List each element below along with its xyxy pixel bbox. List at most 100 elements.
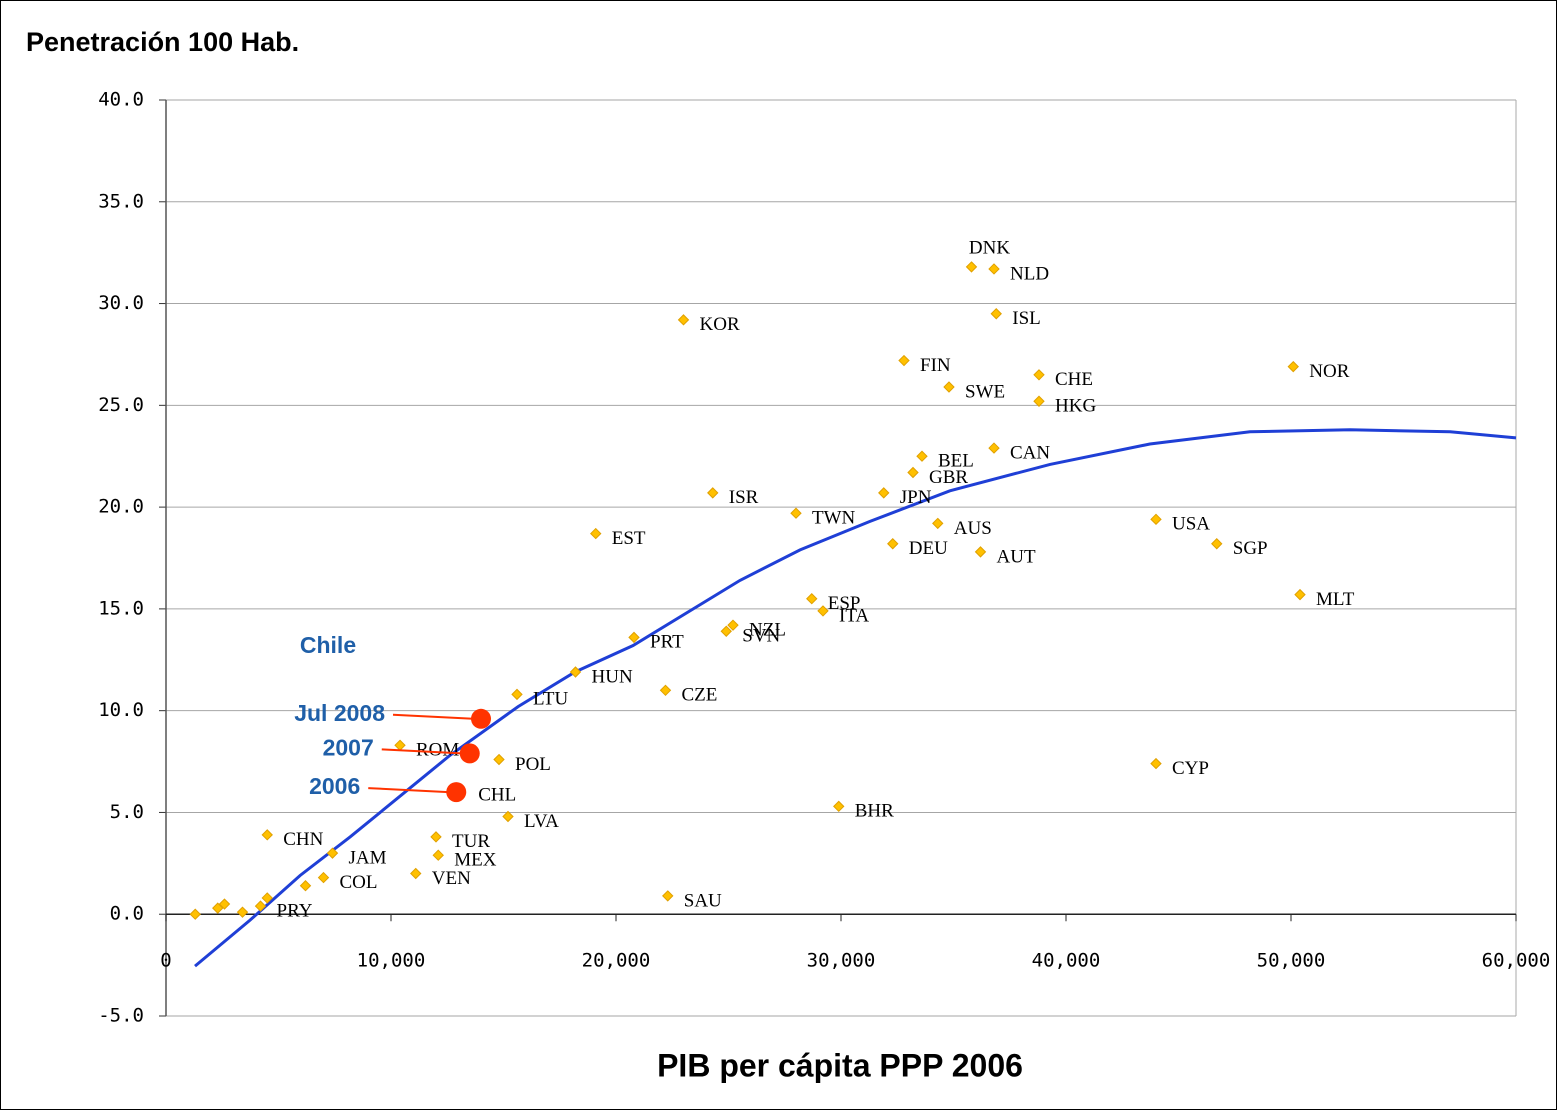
point-label: AUS <box>954 518 992 539</box>
leader-line <box>368 787 449 794</box>
data-point <box>471 708 491 729</box>
y-tick-label: 10.0 <box>98 699 144 721</box>
point-label: PRY <box>277 900 313 921</box>
data-point <box>990 308 1002 320</box>
data-point <box>974 546 987 558</box>
point-label: AUT <box>997 546 1036 567</box>
point-label: DEU <box>909 538 948 559</box>
data-point <box>189 908 201 920</box>
point-label: BEL <box>938 451 974 472</box>
point-label: VEN <box>432 868 471 889</box>
point-label: NOR <box>1309 361 1349 382</box>
data-point <box>1033 395 1045 407</box>
point-label: MLT <box>1316 589 1355 610</box>
annotation: 2007 <box>323 734 374 760</box>
point-label: CHL <box>478 784 516 805</box>
leader-line <box>392 713 474 720</box>
y-tick-label: 35.0 <box>98 190 144 212</box>
data-point <box>1150 513 1162 526</box>
data-point <box>965 261 978 273</box>
point-label: CZE <box>682 685 718 706</box>
data-point <box>707 487 719 499</box>
data-point <box>493 753 505 766</box>
data-point <box>887 538 899 550</box>
point-label: CAN <box>1010 442 1050 463</box>
data-point <box>299 880 312 892</box>
trend-line <box>194 428 1517 968</box>
point-label: TUR <box>452 831 490 852</box>
point-label: COL <box>340 872 378 893</box>
data-point <box>432 849 444 861</box>
x-tick-label: 60,000 <box>1482 950 1551 972</box>
data-point <box>833 800 845 813</box>
point-label: PRT <box>650 632 684 653</box>
point-label: HKG <box>1055 396 1096 417</box>
data-point <box>261 829 273 841</box>
point-label: ROM <box>416 740 459 761</box>
data-point <box>261 892 273 904</box>
point-label: USA <box>1172 514 1210 535</box>
point-label: SVN <box>742 626 780 647</box>
data-point <box>430 831 442 843</box>
leader-line <box>381 748 462 755</box>
data-point <box>628 631 640 644</box>
point-label: CHE <box>1055 369 1093 390</box>
data-point <box>817 605 829 617</box>
point-label: FIN <box>920 355 951 376</box>
point-label: ISR <box>729 487 759 508</box>
data-point <box>236 906 249 918</box>
data-point <box>569 666 582 678</box>
y-tick-label: 0.0 <box>110 903 144 925</box>
point-label: JAM <box>349 848 387 869</box>
data-point <box>988 442 1000 454</box>
point-label: LTU <box>533 689 568 710</box>
y-tick-label: 15.0 <box>98 597 144 619</box>
y-tick-label: 5.0 <box>110 801 144 823</box>
data-point <box>218 898 231 910</box>
data-point <box>727 619 739 631</box>
data-point <box>988 263 1000 275</box>
point-label: SGP <box>1233 538 1268 559</box>
data-point <box>511 688 523 701</box>
data-point <box>1033 369 1045 381</box>
data-point <box>806 593 818 605</box>
x-tick-label: 20,000 <box>582 950 651 972</box>
data-point <box>916 450 928 462</box>
point-label: MEX <box>454 850 497 871</box>
data-point <box>790 507 802 519</box>
data-point <box>326 847 339 859</box>
data-point <box>212 902 224 914</box>
data-point <box>720 625 732 637</box>
data-point <box>317 871 330 884</box>
data-point <box>878 487 890 499</box>
data-point <box>1211 538 1223 550</box>
point-label: LVA <box>524 811 559 832</box>
data-point <box>898 354 910 367</box>
point-label: DNK <box>969 237 1010 258</box>
data-point <box>932 517 944 530</box>
data-point <box>943 381 955 393</box>
point-label: KOR <box>700 314 740 335</box>
point-label: CHN <box>283 829 323 850</box>
point-label: JPN <box>900 487 932 508</box>
point-label: ITA <box>839 605 869 626</box>
data-point <box>446 782 467 803</box>
y-tick-label: 20.0 <box>98 496 144 518</box>
point-label: SAU <box>684 890 722 911</box>
data-point <box>1294 588 1306 601</box>
data-point <box>502 810 514 823</box>
annotation: 2006 <box>309 773 360 799</box>
x-tick-label: 50,000 <box>1257 950 1326 972</box>
point-label: ESP <box>828 593 861 614</box>
y-tick-label: 40.0 <box>98 89 144 111</box>
point-label: NZL <box>749 620 786 641</box>
group-label: Chile <box>300 632 356 658</box>
y-tick-label: -5.0 <box>98 1005 144 1027</box>
x-tick-label: 40,000 <box>1032 950 1101 972</box>
x-tick-label: 0 <box>160 950 171 972</box>
point-label: ISL <box>1012 308 1041 329</box>
data-point <box>1287 360 1299 373</box>
point-label: NLD <box>1010 263 1049 284</box>
